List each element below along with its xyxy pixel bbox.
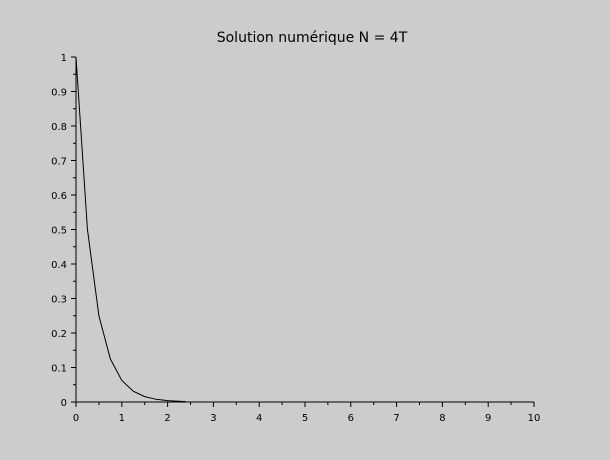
axes: 0 1 2 3 4 5 6 7 8 9 10 0 0.1 0.2 0.3 0.4 0.5 0.6 0.7 0.8 0.9…	[51, 53, 540, 424]
x-tick-label: 0	[73, 413, 79, 424]
x-tick-label: 2	[164, 413, 170, 424]
y-tick-label: 0.5	[51, 226, 67, 237]
x-tick-label: 5	[302, 413, 308, 424]
y-tick-label: 0.4	[51, 260, 67, 271]
y-tick-label: 0.1	[51, 364, 67, 375]
x-tick-label: 4	[256, 413, 262, 424]
series-line	[75, 56, 186, 403]
chart-title: Solution numérique N = 4T	[217, 30, 408, 46]
x-tick-label: 3	[210, 413, 216, 424]
plot-area	[75, 56, 186, 403]
x-tick-label: 10	[528, 413, 541, 424]
y-tick-label: 0	[61, 398, 67, 409]
y-tick-label: 0.8	[51, 122, 67, 133]
y-tick-label: 0.9	[51, 88, 67, 99]
y-tick-label: 0.6	[51, 191, 67, 202]
y-tick-label: 0.2	[51, 329, 67, 340]
x-tick-label: 6	[348, 413, 354, 424]
x-tick-label: 7	[393, 413, 399, 424]
y-tick-label: 1	[61, 53, 67, 64]
y-tick-label: 0.3	[51, 295, 67, 306]
x-tick-label: 9	[485, 413, 491, 424]
x-tick-label: 1	[119, 413, 125, 424]
x-tick-label: 8	[439, 413, 445, 424]
y-tick-label: 0.7	[51, 157, 67, 168]
